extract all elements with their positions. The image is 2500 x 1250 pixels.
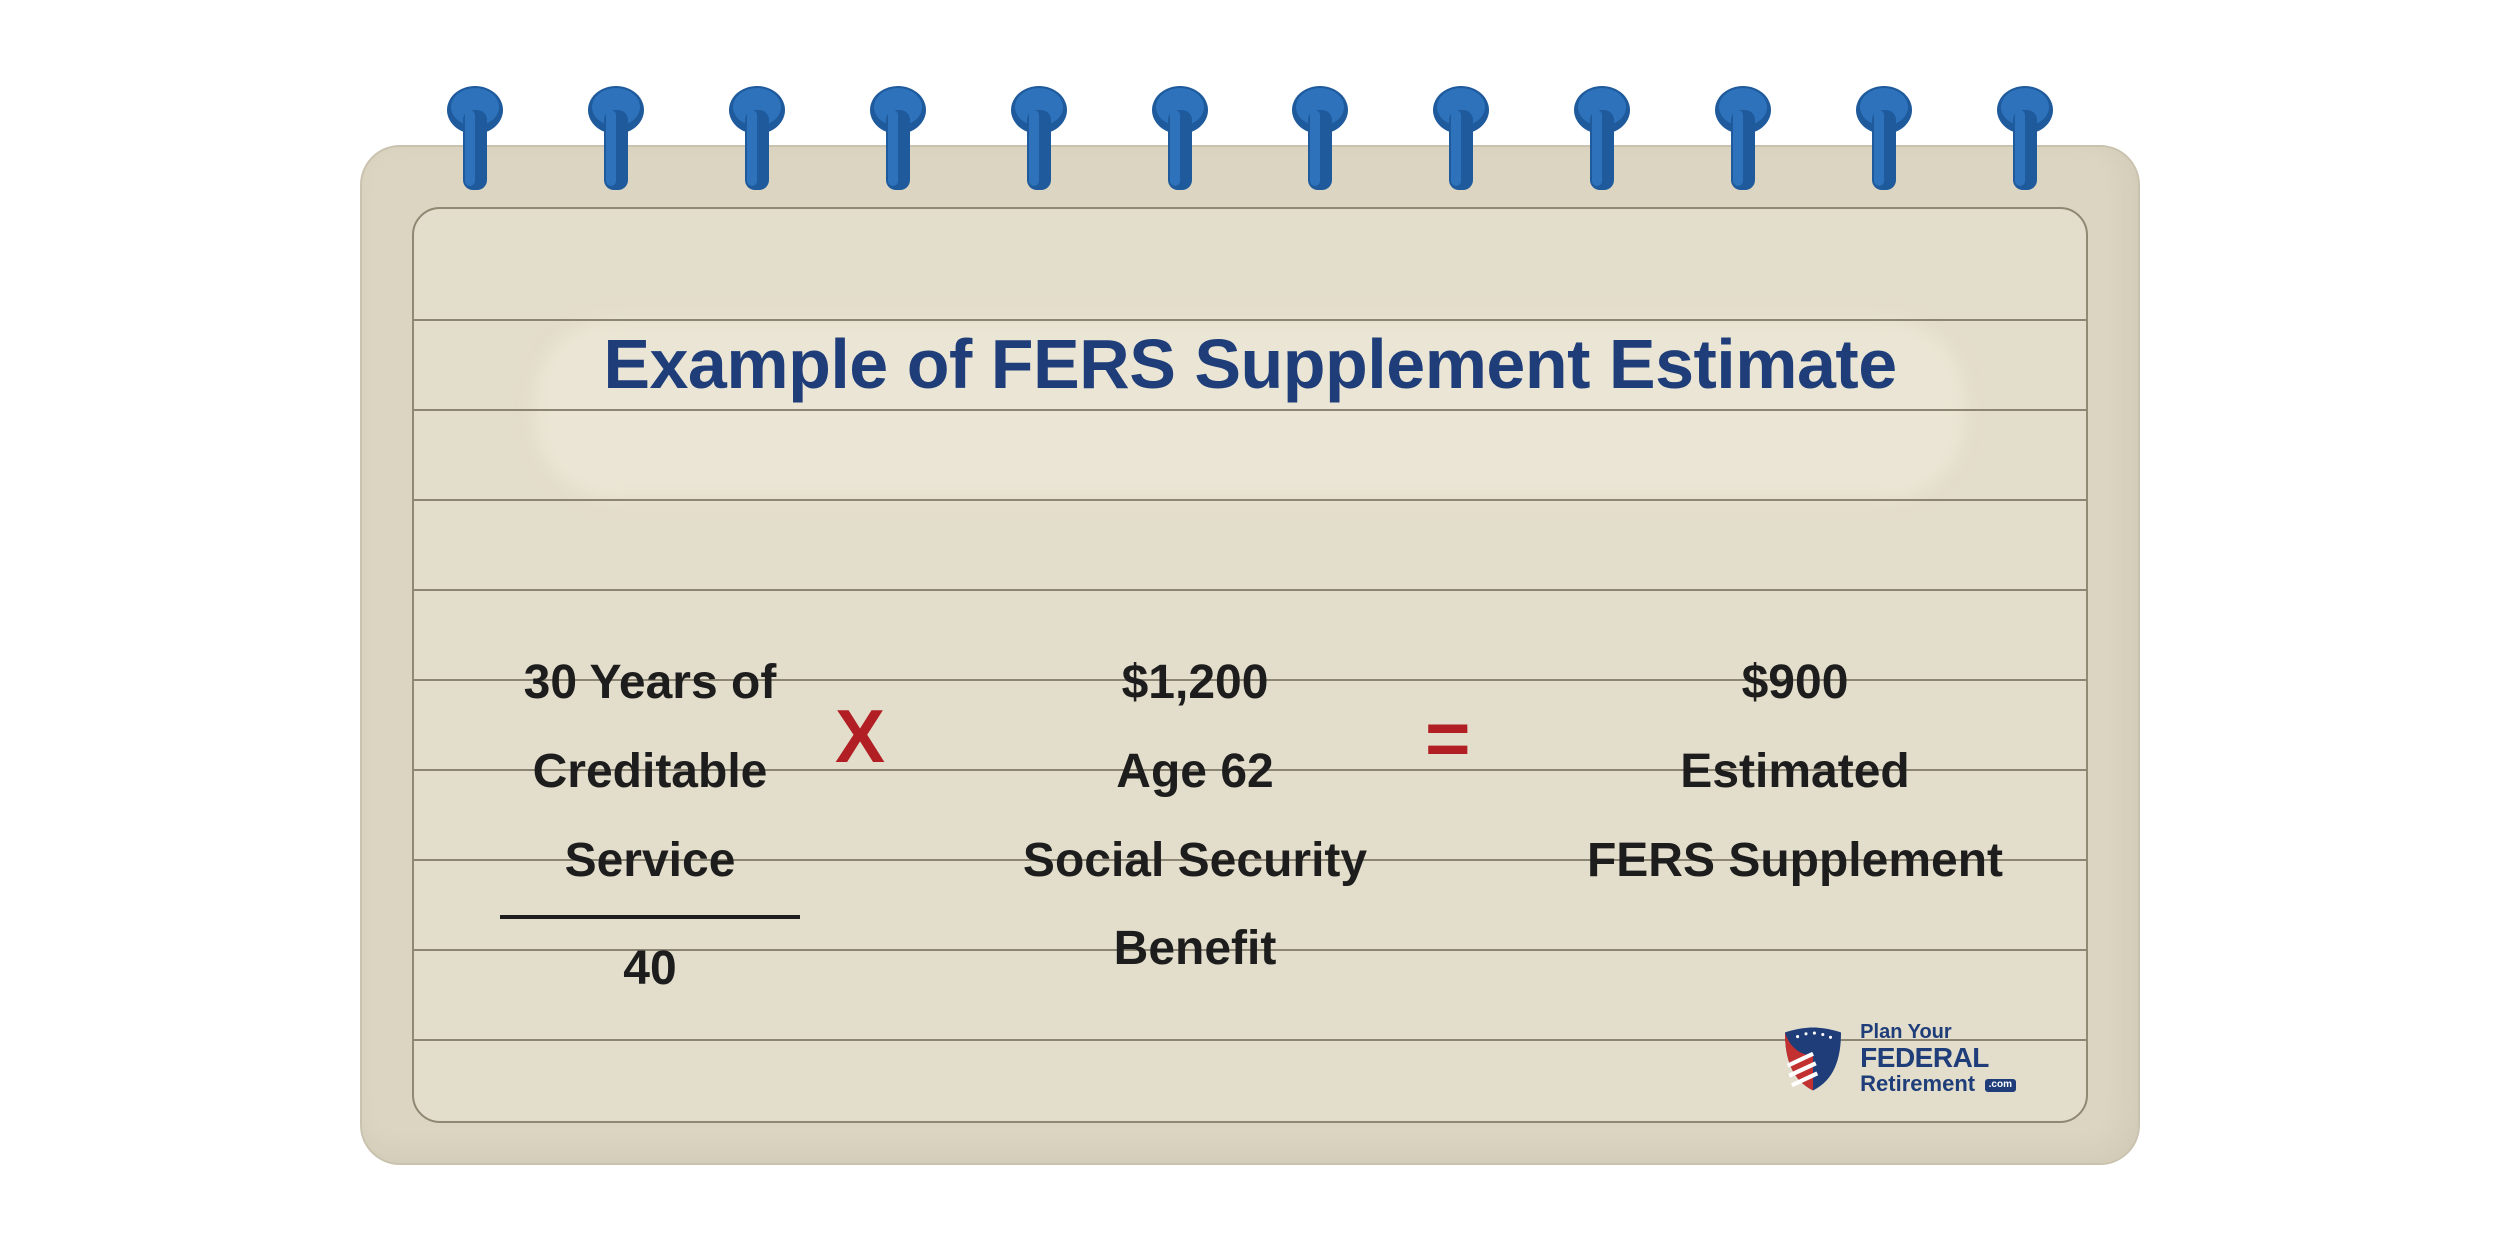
term1-line3: Service xyxy=(465,817,835,906)
term2-line4: Benefit xyxy=(965,905,1425,994)
rule-line xyxy=(414,319,2086,321)
brand-line1: Plan Your xyxy=(1860,1022,2016,1043)
spiral-rings xyxy=(360,85,2140,215)
ring-icon xyxy=(984,85,1094,215)
ring-icon xyxy=(1125,85,1235,215)
term2-line2: Age 62 xyxy=(965,728,1425,817)
ring-icon xyxy=(1970,85,2080,215)
rule-line xyxy=(414,499,2086,501)
ring-icon xyxy=(420,85,530,215)
ring-icon xyxy=(1688,85,1798,215)
notepad-page: Example of FERS Supplement Estimate 30 Y… xyxy=(412,207,2088,1123)
ring-icon xyxy=(561,85,671,215)
rule-line xyxy=(414,589,2086,591)
term2-line3: Social Security xyxy=(965,817,1425,906)
formula-row: 30 Years of Creditable Service 40 X $1,2… xyxy=(414,639,2086,1014)
equals-operator: = xyxy=(1425,639,1555,777)
brand-line3: Retirement xyxy=(1860,1071,1975,1096)
ring-icon xyxy=(702,85,812,215)
brand-suffix: .com xyxy=(1985,1079,2016,1092)
ring-icon xyxy=(1406,85,1516,215)
shield-icon xyxy=(1778,1024,1848,1094)
rule-line xyxy=(414,409,2086,411)
brand-logo: Plan Your FEDERAL Retirement .com xyxy=(1778,1022,2016,1096)
notepad-infographic: Example of FERS Supplement Estimate 30 Y… xyxy=(360,85,2140,1165)
times-operator: X xyxy=(835,639,965,774)
term1-line1: 30 Years of xyxy=(465,639,835,728)
fraction-bar xyxy=(500,915,800,919)
brand-line2: FEDERAL xyxy=(1860,1043,2016,1072)
result-line3: FERS Supplement xyxy=(1555,817,2035,906)
term-years-fraction: 30 Years of Creditable Service 40 xyxy=(465,639,835,1014)
term2-line1: $1,200 xyxy=(965,639,1425,728)
term1-denominator: 40 xyxy=(465,925,835,1014)
ring-icon xyxy=(1829,85,1939,215)
ring-icon xyxy=(843,85,953,215)
term-result: $900 Estimated FERS Supplement xyxy=(1555,639,2035,905)
result-line1: $900 xyxy=(1555,639,2035,728)
brand-text: Plan Your FEDERAL Retirement .com xyxy=(1860,1022,2016,1096)
page-title: Example of FERS Supplement Estimate xyxy=(414,324,2086,404)
ring-icon xyxy=(1265,85,1375,215)
term1-line2: Creditable xyxy=(465,728,835,817)
term-ss-benefit: $1,200 Age 62 Social Security Benefit xyxy=(965,639,1425,994)
notepad-body: Example of FERS Supplement Estimate 30 Y… xyxy=(360,145,2140,1165)
result-line2: Estimated xyxy=(1555,728,2035,817)
ring-icon xyxy=(1547,85,1657,215)
